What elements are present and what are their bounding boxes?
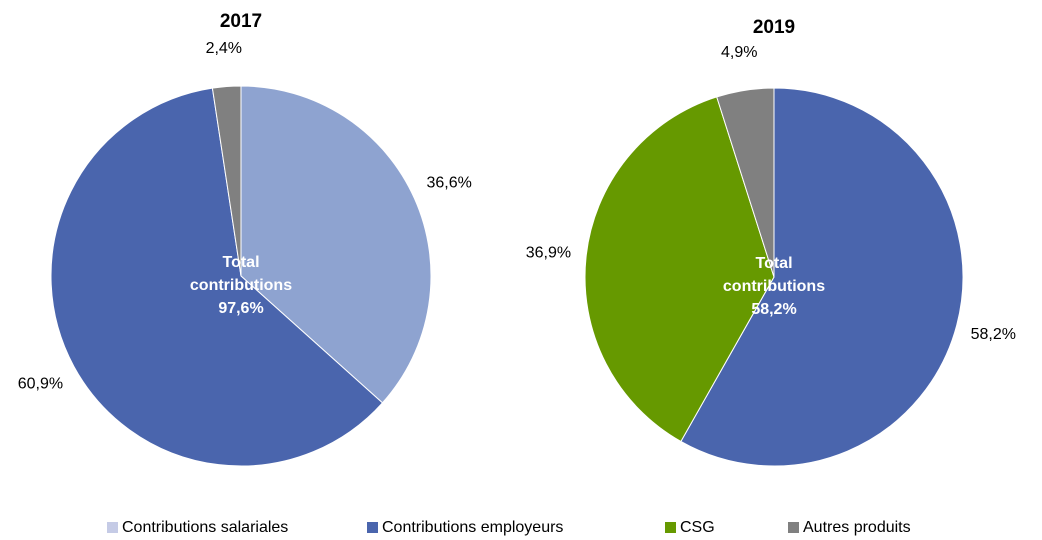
legend-label: CSG: [680, 519, 715, 536]
data-label: 58,2%: [971, 326, 1016, 343]
center-annotation: Total: [755, 255, 792, 272]
pie-slice: [680, 87, 964, 467]
center-annotation: 58,2%: [751, 301, 796, 318]
center-annotation: 97,6%: [218, 300, 263, 317]
pie-slice: [716, 87, 775, 278]
legend-label: Contributions employeurs: [382, 519, 563, 536]
chart-title: 2019: [753, 17, 795, 38]
pie-slice: [211, 85, 242, 277]
pie-slice: [50, 87, 384, 467]
pie-slice: [584, 96, 775, 443]
data-label: 36,9%: [526, 245, 571, 262]
center-annotation: Total: [222, 254, 259, 271]
chart-title: 2017: [220, 11, 262, 32]
data-label: 2,4%: [206, 40, 242, 57]
pie-slice: [240, 85, 432, 404]
legend-label: Autres produits: [803, 519, 911, 536]
legend-swatch: [788, 522, 799, 533]
legend-label: Contributions salariales: [122, 519, 288, 536]
data-label: 60,9%: [18, 376, 63, 393]
data-label: 4,9%: [721, 44, 757, 61]
legend-swatch: [107, 522, 118, 533]
data-label: 36,6%: [427, 174, 472, 191]
center-annotation: contributions: [723, 278, 825, 295]
center-annotation: contributions: [190, 277, 292, 294]
legend-swatch: [665, 522, 676, 533]
legend-swatch: [367, 522, 378, 533]
